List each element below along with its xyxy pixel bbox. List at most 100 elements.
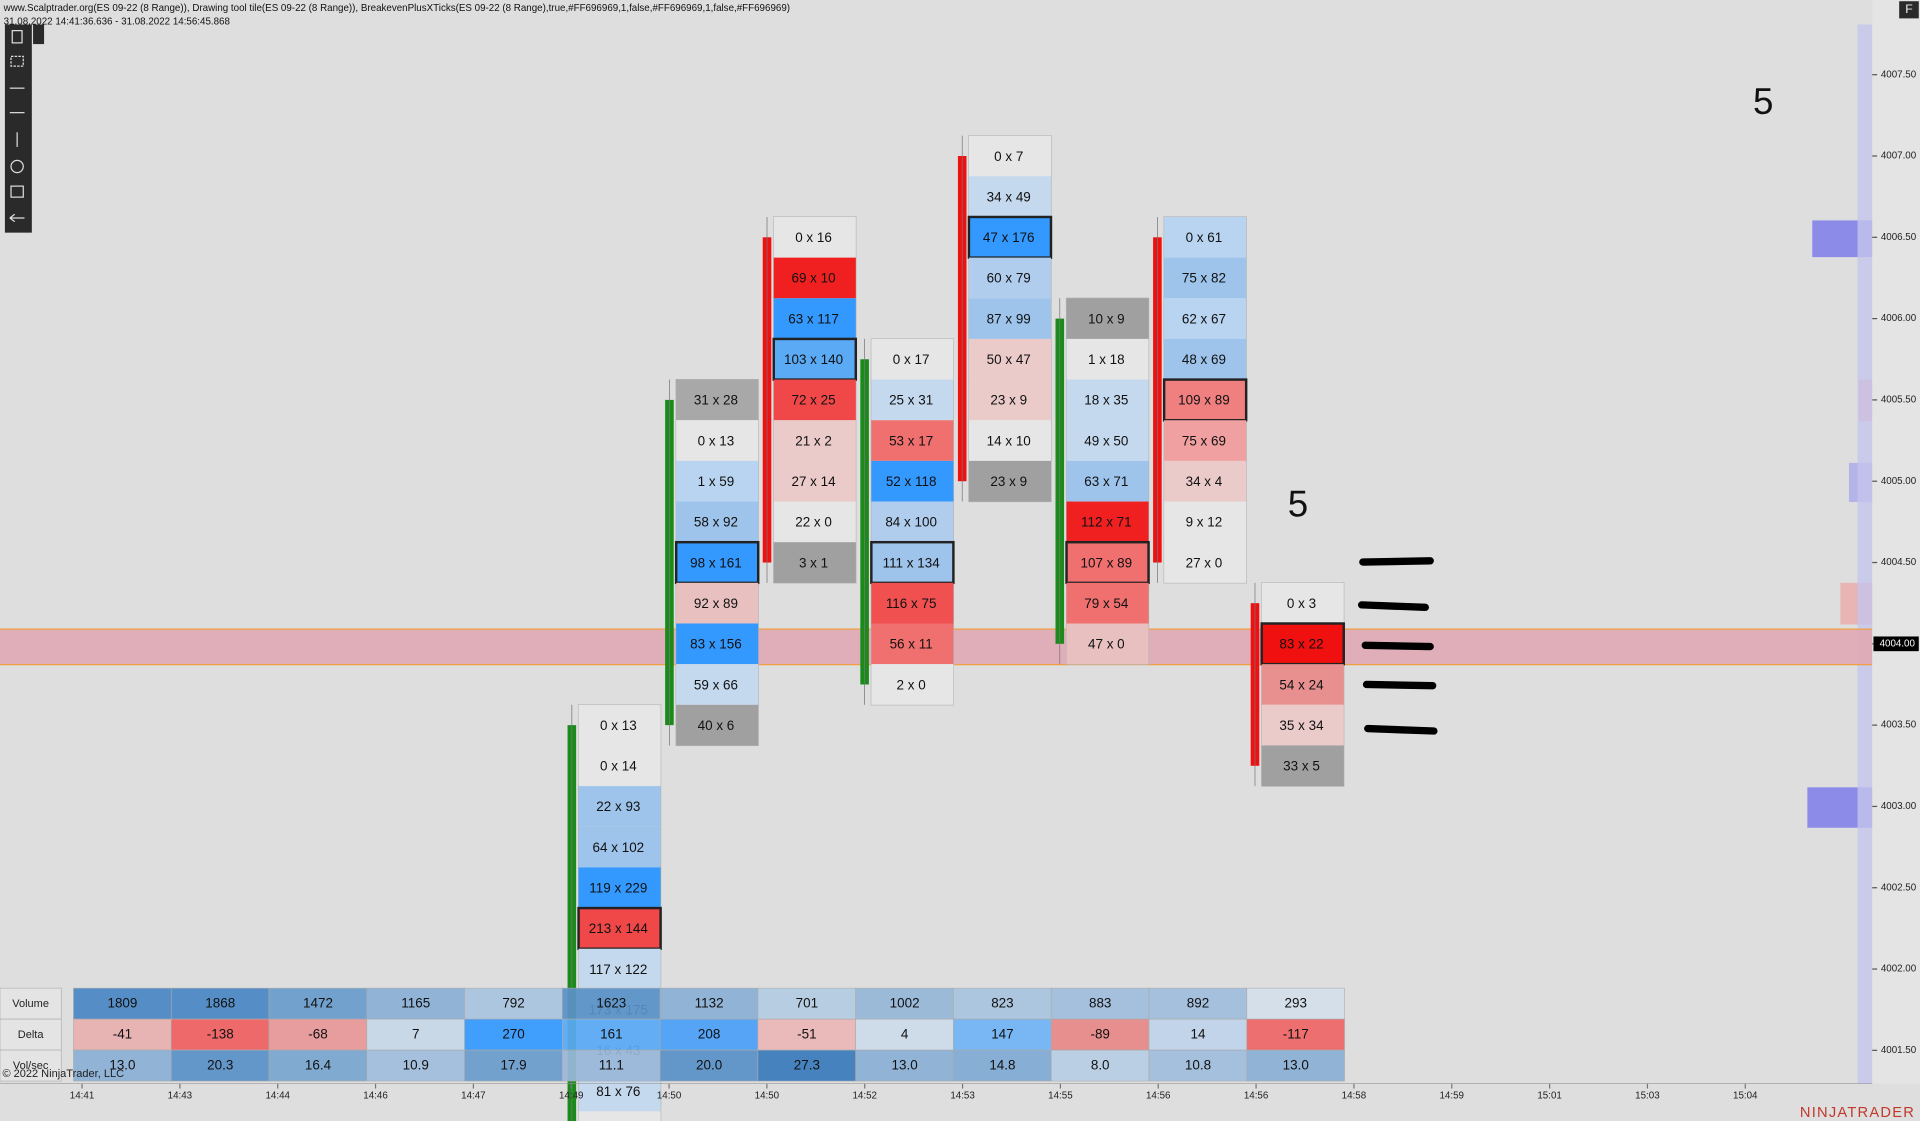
drawing-toolbar [4,24,45,233]
summary-value: 883 [1089,996,1111,1011]
summary-value: 892 [1187,996,1209,1011]
price-axis [1872,0,1920,1084]
footprint-cell [773,420,856,461]
summary-cell [1246,1018,1345,1051]
summary-cell [268,987,368,1020]
cell-text: 0 x 61 [1186,230,1223,245]
footprint-cell [1066,582,1149,624]
summary-cell [659,987,759,1020]
marker-stroke [1362,680,1437,690]
footprint-cell [773,379,856,421]
time-label: 14:41 [70,1090,94,1101]
cell-text: 31 x 28 [694,393,738,408]
footprint-cell [1164,216,1247,258]
cell-text: 62 x 67 [1182,311,1226,326]
footprint-cell [1164,338,1247,380]
summary-value: 4 [901,1027,909,1042]
summary-value: 1809 [107,996,137,1011]
cell-text: 27 x 14 [791,474,836,489]
footprint-cell [1164,420,1247,461]
marker-stroke [1357,601,1429,612]
time-label: 14:44 [265,1090,290,1101]
footprint-cell [968,135,1051,177]
cell-text: 22 x 0 [795,515,832,530]
summary-value: 14.8 [989,1058,1015,1073]
cell-text: 111 x 134 [883,555,941,570]
cell-text: 0 x 14 [600,759,637,774]
tool-ellipse[interactable] [10,159,24,174]
summary-value: 7 [412,1027,419,1042]
cell-text: 0 x 16 [795,230,832,245]
summary-cell [855,1018,954,1051]
toolbar-panel [4,24,32,233]
summary-cell [659,1049,759,1082]
corner-button-label[interactable]: F [1905,2,1912,16]
footprint-cell [676,420,759,461]
cell-text: 18 x 35 [1084,393,1128,408]
footprint-cell [577,906,662,950]
tool-pointer[interactable] [11,29,23,44]
summary-cell [562,987,661,1020]
summary-cell [562,1018,661,1051]
footprint-cell [676,379,759,421]
footprint-cell [1261,582,1344,624]
summary-value: 293 [1285,996,1307,1011]
summary-value: 27.3 [794,1058,820,1073]
tool-arrow[interactable] [9,213,25,223]
cell-text: 47 x 176 [983,230,1035,245]
summary-cell [268,1049,368,1082]
footprint-cell [1164,460,1247,502]
footprint-cell [676,460,759,502]
current-price-label: 4004.00 [1880,638,1916,649]
corner-button[interactable] [1899,1,1919,19]
row-header [0,1049,62,1082]
cell-text: 56 x 11 [890,637,933,652]
summary-value: 14 [1190,1027,1205,1042]
summary-value: 208 [698,1027,720,1042]
row-label: Delta [18,1029,45,1041]
time-label: 14:58 [1342,1090,1367,1101]
summary-value: 20.0 [696,1058,722,1073]
price-label: 4002.50 [1881,882,1917,893]
hand-drawn-marks [1357,557,1438,735]
summary-value: 20.3 [207,1058,233,1073]
time-label: 14:55 [1048,1090,1073,1101]
time-label: 14:46 [363,1090,388,1101]
summary-value: 1472 [303,996,333,1011]
summary-value: 823 [991,996,1013,1011]
price-label: 4007.50 [1881,69,1917,80]
summary-cell [562,1049,661,1082]
cell-text: 72 x 25 [791,393,835,408]
footprint-cell [676,664,759,705]
cell-text: 119 x 229 [589,881,647,896]
summary-value: -41 [113,1027,132,1042]
time-label: 14:47 [461,1090,485,1101]
summary-value: 10.8 [1185,1058,1211,1073]
footprint-cell [1162,378,1248,422]
summary-cell [1246,1049,1345,1082]
tool-select[interactable] [10,55,24,67]
cell-text: 10 x 9 [1088,311,1125,326]
toolbar-tab[interactable] [33,24,45,45]
brand-logo: NINJATRADER [1800,1105,1915,1121]
summary-table: Volume 1809 1868 1472 1165 792 1623 1132 701 1002… [0,987,1345,1082]
footprint-cell [871,338,954,380]
price-label: 4006.00 [1881,313,1917,324]
summary-value: 701 [796,996,818,1011]
price-label: 4002.00 [1881,964,1917,975]
cell-text: 23 x 9 [990,393,1027,408]
cell-text: 116 x 75 [886,596,937,611]
summary-cell [464,1018,563,1051]
footprint-cell [968,420,1051,461]
summary-cell [366,1049,465,1082]
cell-text: 109 x 89 [1178,393,1230,408]
cell-text: 69 x 10 [791,271,835,286]
price-label: 4001.50 [1881,1045,1917,1056]
cell-text: 0 x 13 [600,718,637,733]
footprint-cell [578,745,661,787]
tool-rectangle[interactable] [10,185,24,198]
time-label: 15:03 [1635,1090,1660,1101]
summary-cell [757,987,856,1020]
